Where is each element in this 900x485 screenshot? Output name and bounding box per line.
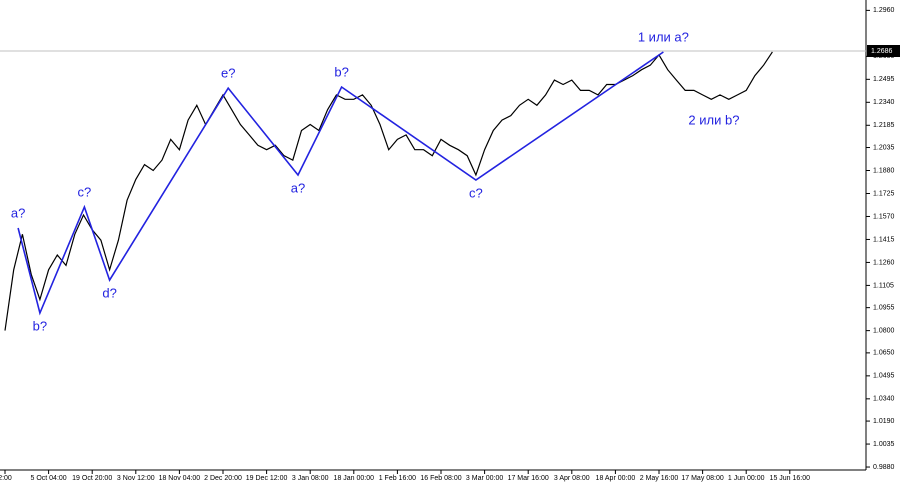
annotation: 2 или b? [688, 112, 739, 127]
x-tick-label: 2 May 16:00 [640, 475, 679, 482]
y-tick-label: 1.0495 [873, 373, 895, 380]
y-tick-label: 1.2495 [873, 76, 895, 83]
y-tick-label: 1.1570 [873, 213, 895, 220]
x-tick-label: 19 Oct 20:00 [72, 475, 112, 482]
y-tick-label: 0.9880 [873, 464, 895, 471]
x-tick-label: 17 May 08:00 [681, 475, 724, 482]
last-price-box [867, 45, 900, 58]
x-tick-label: 5 Oct 04:00 [30, 475, 66, 482]
x-tick-label: 2:00 [0, 475, 12, 482]
wave-label: b? [334, 64, 348, 79]
y-tick-label: 1.2035 [873, 144, 895, 151]
y-tick-label: 1.1105 [873, 282, 894, 289]
x-tick-label: 16 Feb 08:00 [420, 475, 461, 482]
x-tick-label: 17 Mar 16:00 [508, 475, 549, 482]
x-tick-label: 3 Mar 00:00 [466, 475, 503, 482]
x-tick-label: 15 Jun 16:00 [770, 475, 811, 482]
y-tick-label: 1.0800 [873, 327, 895, 334]
y-tick-label: 1.2185 [873, 122, 895, 129]
y-tick-label: 1.2340 [873, 99, 895, 106]
wave-label: 1 или a? [638, 29, 689, 44]
x-tick-label: 18 Nov 04:00 [159, 475, 201, 482]
y-tick-label: 1.1415 [873, 236, 895, 243]
wave-label: a? [291, 180, 305, 195]
last-price-label: 1.2686 [871, 48, 893, 55]
wave-label: e? [221, 66, 235, 81]
x-tick-label: 18 Jan 00:00 [334, 475, 375, 482]
x-tick-label: 1 Jun 00:00 [728, 475, 765, 482]
price-line [4, 51, 773, 331]
wave-label: c? [77, 184, 91, 199]
y-tick-label: 1.0340 [873, 396, 895, 403]
x-tick-label: 19 Dec 12:00 [246, 475, 288, 482]
y-tick-label: 1.1880 [873, 167, 895, 174]
x-tick-label: 1 Feb 16:00 [379, 475, 416, 482]
y-tick-label: 1.1725 [873, 190, 895, 197]
x-tick-label: 3 Nov 12:00 [117, 475, 155, 482]
wave-label: c? [469, 185, 483, 200]
wave-label: b? [33, 318, 47, 333]
x-tick-label: 3 Apr 08:00 [554, 475, 590, 482]
y-tick-label: 1.2960 [873, 7, 895, 14]
wave-line [17, 51, 664, 316]
x-tick-label: 3 Jan 08:00 [292, 475, 329, 482]
x-tick-label: 2 Dec 20:00 [204, 475, 242, 482]
wave-label: d? [102, 286, 116, 301]
x-tick-label: 18 Apr 00:00 [596, 475, 636, 482]
y-tick-label: 1.0035 [873, 441, 895, 448]
y-tick-label: 1.1260 [873, 259, 895, 266]
y-tick-label: 1.0955 [873, 304, 895, 311]
y-tick-label: 1.0650 [873, 350, 895, 357]
y-tick-label: 1.0190 [873, 418, 895, 425]
wave-label: a? [11, 205, 25, 220]
